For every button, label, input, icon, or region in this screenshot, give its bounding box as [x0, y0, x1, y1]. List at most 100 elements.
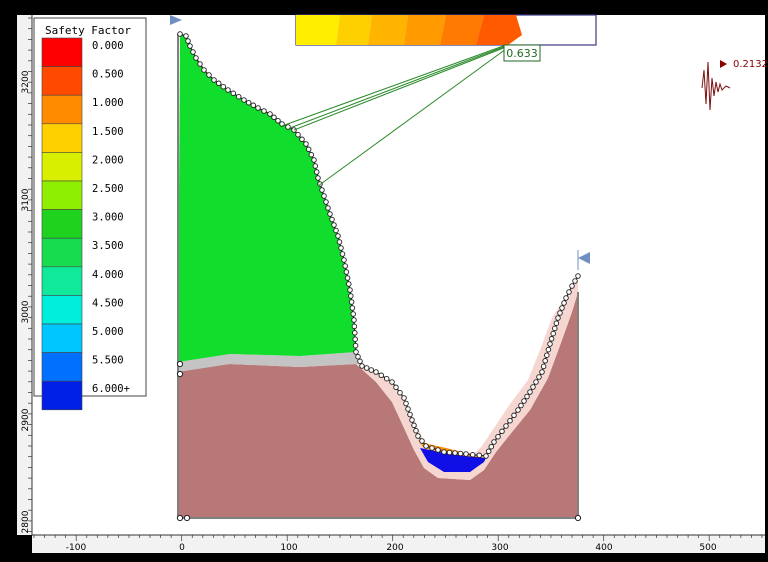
- surface-vertex[interactable]: [555, 315, 561, 321]
- surface-vertex[interactable]: [566, 289, 572, 295]
- surface-vertex[interactable]: [343, 269, 350, 275]
- surface-vertex[interactable]: [401, 395, 407, 401]
- surface-vertex[interactable]: [572, 278, 578, 284]
- surface-vertex[interactable]: [193, 55, 199, 61]
- surface-vertex[interactable]: [575, 273, 581, 279]
- surface-vertex[interactable]: [183, 33, 189, 39]
- surface-vertex[interactable]: [569, 283, 575, 289]
- surface-vertex[interactable]: [515, 407, 521, 413]
- surface-vertex[interactable]: [452, 450, 458, 456]
- surface-vertex[interactable]: [503, 423, 509, 429]
- surface-vertex[interactable]: [319, 187, 325, 193]
- slip-center-grid[interactable]: [295, 14, 597, 46]
- surface-vertex[interactable]: [542, 358, 548, 364]
- surface-vertex[interactable]: [285, 124, 291, 130]
- surface-vertex[interactable]: [378, 372, 385, 379]
- surface-vertex[interactable]: [311, 157, 317, 163]
- surface-vertex[interactable]: [413, 427, 419, 434]
- surface-vertex[interactable]: [245, 99, 252, 106]
- surface-vertex[interactable]: [312, 163, 319, 169]
- surface-vertex[interactable]: [476, 452, 483, 459]
- surface-vertex[interactable]: [524, 393, 530, 400]
- surface-vertex[interactable]: [469, 451, 476, 458]
- surface-vertex[interactable]: [368, 367, 375, 373]
- surface-vertex[interactable]: [333, 227, 339, 234]
- surface-vertex[interactable]: [435, 447, 441, 453]
- surface-vertex[interactable]: [255, 105, 261, 111]
- surface-vertex[interactable]: [352, 330, 358, 336]
- surface-vertex[interactable]: [220, 83, 227, 90]
- surface-vertex[interactable]: [331, 222, 337, 228]
- surface-vertex[interactable]: [561, 300, 567, 306]
- surface-vertex[interactable]: [303, 141, 309, 147]
- surface-vertex[interactable]: [547, 341, 553, 347]
- surface-vertex[interactable]: [429, 445, 435, 451]
- surface-vertex[interactable]: [329, 216, 335, 223]
- surface-vertex[interactable]: [342, 263, 348, 269]
- surface-vertex[interactable]: [544, 352, 550, 358]
- surface-vertex[interactable]: [419, 438, 425, 444]
- bedrock-material[interactable]: [178, 292, 578, 518]
- surface-vertex[interactable]: [415, 433, 421, 439]
- surface-vertex[interactable]: [250, 102, 257, 109]
- min-factor-label[interactable]: 0.633: [503, 44, 541, 62]
- surface-vertex[interactable]: [491, 439, 497, 445]
- surface-vertex[interactable]: [409, 417, 415, 423]
- surface-vertex[interactable]: [563, 295, 569, 301]
- surface-vertex[interactable]: [441, 449, 447, 455]
- surface-vertex[interactable]: [348, 293, 354, 299]
- surface-vertex[interactable]: [499, 428, 505, 435]
- surface-vertex[interactable]: [536, 374, 542, 380]
- surface-vertex[interactable]: [550, 330, 556, 337]
- vertex-bottom-left-2[interactable]: [183, 514, 191, 522]
- slope-limit-left-marker[interactable]: [170, 15, 182, 25]
- surface-vertex[interactable]: [552, 325, 558, 332]
- surface-vertex[interactable]: [190, 49, 196, 55]
- surface-vertex[interactable]: [299, 136, 305, 143]
- surface-vertex[interactable]: [353, 349, 359, 355]
- critical-slip-surface[interactable]: [420, 448, 486, 472]
- surface-vertex[interactable]: [495, 433, 501, 440]
- surface-vertex[interactable]: [485, 448, 492, 455]
- surface-vertex[interactable]: [350, 311, 356, 317]
- slope-mass[interactable]: [178, 34, 356, 362]
- surface-vertex[interactable]: [403, 400, 409, 407]
- surface-vertex[interactable]: [323, 199, 329, 205]
- surface-vertex[interactable]: [201, 67, 207, 73]
- surface-vertex[interactable]: [351, 323, 358, 330]
- surface-vertex[interactable]: [511, 412, 517, 419]
- surface-vertex[interactable]: [446, 449, 453, 456]
- surface-vertex[interactable]: [225, 87, 231, 93]
- surface-vertex[interactable]: [423, 443, 429, 449]
- surface-vertex[interactable]: [357, 358, 363, 365]
- surface-vertex[interactable]: [359, 363, 365, 369]
- surface-vertex[interactable]: [308, 151, 315, 158]
- surface-vertex[interactable]: [363, 365, 370, 371]
- safety-factor-legend[interactable]: Safety Factor 0.000 0.500 1.000 1.500 2.000 2…: [33, 17, 147, 411]
- surface-vertex[interactable]: [206, 72, 212, 78]
- surface-vertex[interactable]: [352, 336, 358, 342]
- surface-vertex[interactable]: [321, 193, 327, 199]
- surface-vertex[interactable]: [347, 287, 353, 293]
- surface-vertex[interactable]: [355, 353, 361, 360]
- surface-vertex[interactable]: [411, 422, 417, 429]
- surface-vertex[interactable]: [483, 453, 489, 459]
- surface-vertex[interactable]: [352, 342, 359, 349]
- surface-vertex[interactable]: [187, 43, 193, 49]
- surface-vertex[interactable]: [327, 211, 333, 217]
- surface-vertex[interactable]: [267, 111, 273, 117]
- surface-vertex[interactable]: [325, 205, 331, 211]
- slope-limit-right-marker[interactable]: [578, 252, 590, 264]
- surface-vertex[interactable]: [177, 31, 183, 37]
- surface-vertex[interactable]: [348, 299, 355, 305]
- surface-vertex[interactable]: [335, 233, 341, 239]
- surface-vertex[interactable]: [530, 384, 536, 390]
- surface-vertex[interactable]: [185, 38, 191, 44]
- surface-vertex[interactable]: [241, 97, 247, 103]
- surface-vertex[interactable]: [305, 146, 312, 153]
- seismic-load-indicator[interactable]: 0.2132: [701, 59, 768, 111]
- surface-vertex[interactable]: [197, 61, 203, 67]
- surface-vertex[interactable]: [559, 305, 565, 311]
- surface-vertex[interactable]: [507, 417, 513, 424]
- surface-vertex[interactable]: [539, 369, 545, 375]
